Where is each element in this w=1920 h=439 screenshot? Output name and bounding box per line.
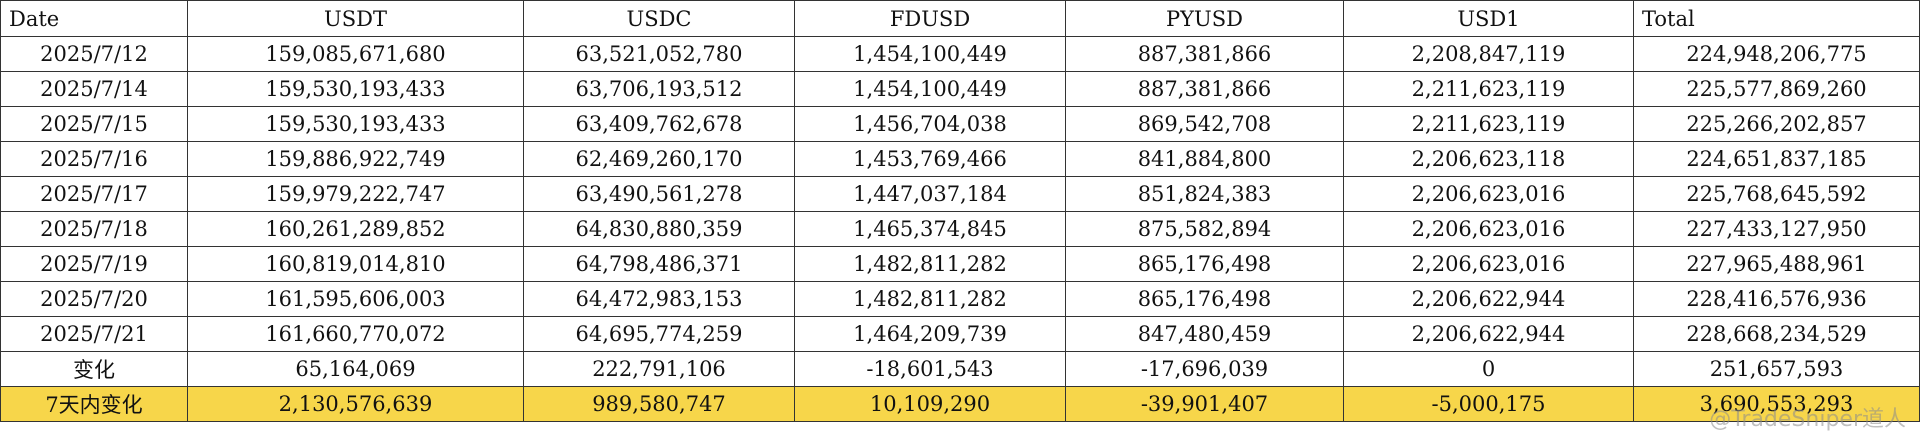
col-header-usdt: USDT: [187, 0, 524, 37]
cell-total: 224,948,206,775: [1633, 36, 1920, 72]
cell-date: 2025/7/19: [0, 246, 188, 282]
change-usdt: 65,164,069: [187, 351, 524, 387]
cell-usdc: 64,798,486,371: [523, 246, 795, 282]
cell-pyusd: 875,582,894: [1065, 211, 1344, 247]
table-body: 2025/7/12 159,085,671,680 63,521,052,780…: [0, 36, 1920, 422]
cell-usd1: 2,206,623,016: [1343, 176, 1634, 212]
cell-date: 2025/7/12: [0, 36, 188, 72]
cell-total: 227,433,127,950: [1633, 211, 1920, 247]
cell-pyusd: 865,176,498: [1065, 246, 1344, 282]
change-usdc: 222,791,106: [523, 351, 795, 387]
stablecoin-supply-table: Date USDT USDC FDUSD PYUSD USD1 Total 20…: [0, 0, 1920, 422]
cell-usdt: 160,261,289,852: [187, 211, 524, 247]
cell-usdt: 159,085,671,680: [187, 36, 524, 72]
cell-pyusd: 887,381,866: [1065, 71, 1344, 107]
change-usd1: 0: [1343, 351, 1634, 387]
cell-usd1: 2,206,622,944: [1343, 281, 1634, 317]
cell-total: 224,651,837,185: [1633, 141, 1920, 177]
col-header-usd1: USD1: [1343, 0, 1634, 37]
cell-pyusd: 841,884,800: [1065, 141, 1344, 177]
week-change-pyusd: -39,901,407: [1065, 386, 1344, 422]
cell-usdt: 161,595,606,003: [187, 281, 524, 317]
cell-usdt: 159,979,222,747: [187, 176, 524, 212]
cell-usd1: 2,206,623,016: [1343, 246, 1634, 282]
cell-fdusd: 1,453,769,466: [794, 141, 1066, 177]
table-row: 2025/7/14 159,530,193,433 63,706,193,512…: [0, 71, 1920, 107]
table-row: 2025/7/17 159,979,222,747 63,490,561,278…: [0, 176, 1920, 212]
cell-usdc: 63,521,052,780: [523, 36, 795, 72]
week-change-label: 7天内变化: [0, 386, 188, 422]
cell-usd1: 2,206,622,944: [1343, 316, 1634, 352]
cell-pyusd: 851,824,383: [1065, 176, 1344, 212]
cell-usdc: 62,469,260,170: [523, 141, 795, 177]
week-change-fdusd: 10,109,290: [794, 386, 1066, 422]
cell-usdc: 64,472,983,153: [523, 281, 795, 317]
cell-total: 225,577,869,260: [1633, 71, 1920, 107]
week-change-row: 7天内变化 2,130,576,639 989,580,747 10,109,2…: [0, 386, 1920, 422]
cell-pyusd: 869,542,708: [1065, 106, 1344, 142]
cell-total: 228,416,576,936: [1633, 281, 1920, 317]
change-label: 变化: [0, 351, 188, 387]
cell-total: 225,768,645,592: [1633, 176, 1920, 212]
cell-date: 2025/7/15: [0, 106, 188, 142]
table-row: 2025/7/20 161,595,606,003 64,472,983,153…: [0, 281, 1920, 317]
table-row: 2025/7/15 159,530,193,433 63,409,762,678…: [0, 106, 1920, 142]
cell-usdt: 161,660,770,072: [187, 316, 524, 352]
col-header-usdc: USDC: [523, 0, 795, 37]
change-row: 变化 65,164,069 222,791,106 -18,601,543 -1…: [0, 351, 1920, 387]
table-row: 2025/7/21 161,660,770,072 64,695,774,259…: [0, 316, 1920, 352]
change-total: 251,657,593: [1633, 351, 1920, 387]
cell-date: 2025/7/14: [0, 71, 188, 107]
table-row: 2025/7/16 159,886,922,749 62,469,260,170…: [0, 141, 1920, 177]
cell-date: 2025/7/17: [0, 176, 188, 212]
cell-pyusd: 865,176,498: [1065, 281, 1344, 317]
cell-usdt: 159,530,193,433: [187, 71, 524, 107]
week-change-total: 3,690,553,293: [1633, 386, 1920, 422]
cell-date: 2025/7/16: [0, 141, 188, 177]
watermark: @TradeSniper道人: [1709, 407, 1906, 432]
cell-fdusd: 1,456,704,038: [794, 106, 1066, 142]
cell-date: 2025/7/20: [0, 281, 188, 317]
cell-usd1: 2,211,623,119: [1343, 71, 1634, 107]
cell-usd1: 2,206,623,118: [1343, 141, 1634, 177]
cell-usdc: 63,490,561,278: [523, 176, 795, 212]
table-row: 2025/7/12 159,085,671,680 63,521,052,780…: [0, 36, 1920, 72]
cell-usdc: 64,830,880,359: [523, 211, 795, 247]
cell-fdusd: 1,482,811,282: [794, 281, 1066, 317]
cell-date: 2025/7/18: [0, 211, 188, 247]
col-header-total: Total: [1633, 0, 1920, 37]
cell-usd1: 2,208,847,119: [1343, 36, 1634, 72]
cell-total: 225,266,202,857: [1633, 106, 1920, 142]
week-change-usdt: 2,130,576,639: [187, 386, 524, 422]
table-row: 2025/7/19 160,819,014,810 64,798,486,371…: [0, 246, 1920, 282]
cell-usdc: 63,409,762,678: [523, 106, 795, 142]
cell-pyusd: 847,480,459: [1065, 316, 1344, 352]
cell-pyusd: 887,381,866: [1065, 36, 1344, 72]
cell-date: 2025/7/21: [0, 316, 188, 352]
table-row: 2025/7/18 160,261,289,852 64,830,880,359…: [0, 211, 1920, 247]
cell-total: 228,668,234,529: [1633, 316, 1920, 352]
cell-fdusd: 1,465,374,845: [794, 211, 1066, 247]
header-row: Date USDT USDC FDUSD PYUSD USD1 Total: [0, 0, 1920, 37]
cell-fdusd: 1,464,209,739: [794, 316, 1066, 352]
cell-usdt: 159,886,922,749: [187, 141, 524, 177]
cell-usdc: 64,695,774,259: [523, 316, 795, 352]
col-header-date: Date: [0, 0, 188, 37]
cell-usdt: 159,530,193,433: [187, 106, 524, 142]
col-header-fdusd: FDUSD: [794, 0, 1066, 37]
cell-fdusd: 1,454,100,449: [794, 36, 1066, 72]
cell-total: 227,965,488,961: [1633, 246, 1920, 282]
cell-usd1: 2,206,623,016: [1343, 211, 1634, 247]
col-header-pyusd: PYUSD: [1065, 0, 1344, 37]
change-fdusd: -18,601,543: [794, 351, 1066, 387]
week-change-usdc: 989,580,747: [523, 386, 795, 422]
cell-usdt: 160,819,014,810: [187, 246, 524, 282]
week-change-usd1: -5,000,175: [1343, 386, 1634, 422]
cell-fdusd: 1,447,037,184: [794, 176, 1066, 212]
cell-fdusd: 1,482,811,282: [794, 246, 1066, 282]
change-pyusd: -17,696,039: [1065, 351, 1344, 387]
cell-usdc: 63,706,193,512: [523, 71, 795, 107]
cell-usd1: 2,211,623,119: [1343, 106, 1634, 142]
cell-fdusd: 1,454,100,449: [794, 71, 1066, 107]
